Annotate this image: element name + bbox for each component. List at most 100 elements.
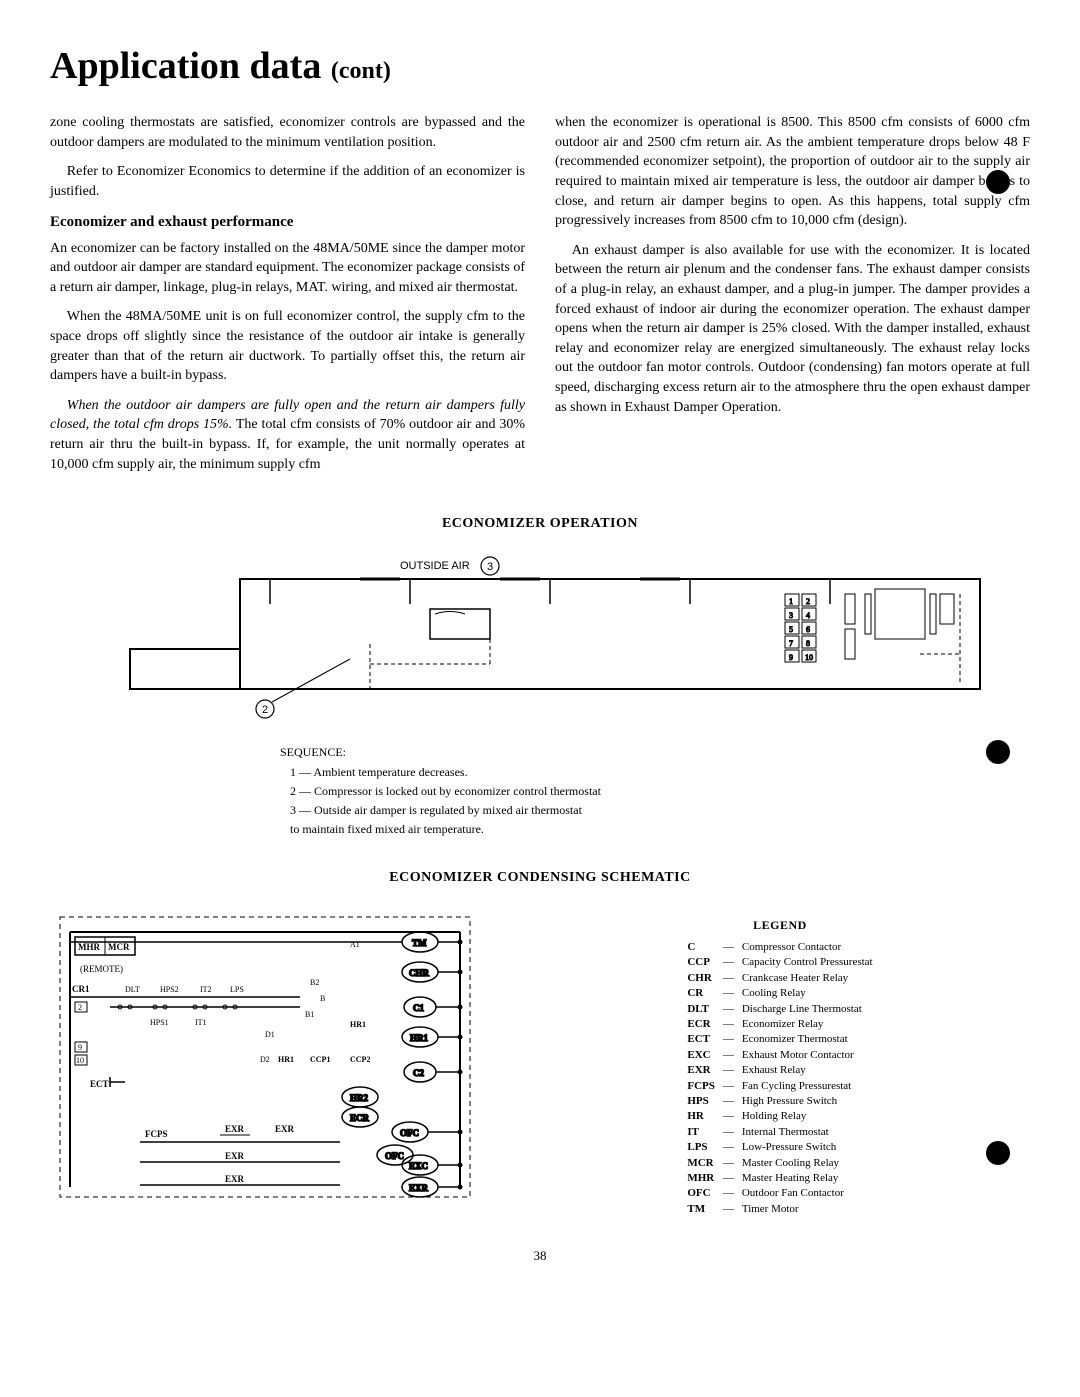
svg-text:B: B (320, 994, 325, 1003)
legend-abbr: EXR (687, 1063, 723, 1078)
svg-text:HPS2: HPS2 (160, 985, 179, 994)
left-column: zone cooling thermostats are satisfied, … (50, 113, 525, 484)
svg-text:HR1: HR1 (278, 1055, 294, 1064)
svg-text:ECT: ECT (90, 1079, 109, 1089)
legend-dash: — (723, 955, 742, 970)
svg-text:ECR: ECR (350, 1113, 370, 1123)
legend-row: HPS—High Pressure Switch (687, 1094, 872, 1109)
svg-text:EXR: EXR (409, 1183, 429, 1193)
svg-text:C1: C1 (413, 1003, 424, 1013)
legend-def: Internal Thermostat (742, 1125, 873, 1140)
schematic-row: MHR MCR (REMOTE) CR1 DLT HPS2 IT2 LPS (50, 907, 1030, 1217)
legend-dash: — (723, 1017, 742, 1032)
paragraph: An exhaust damper is also available for … (555, 241, 1030, 417)
svg-text:HR2: HR2 (350, 1093, 369, 1103)
legend-dash: — (723, 1186, 742, 1201)
svg-text:CHR: CHR (409, 968, 430, 978)
legend-abbr: MHR (687, 1171, 723, 1186)
economizer-operation-diagram: OUTSIDE AIR 3 (50, 554, 1030, 724)
svg-text:IT1: IT1 (195, 1018, 207, 1027)
legend-dash: — (723, 1156, 742, 1171)
svg-text:EXR: EXR (225, 1124, 245, 1134)
circle-2: 2 (262, 704, 268, 716)
legend-row: ECR—Economizer Relay (687, 1017, 872, 1032)
legend-def: Discharge Line Thermostat (742, 1002, 873, 1017)
legend-def: Capacity Control Pressurestat (742, 955, 873, 970)
paragraph: When the outdoor air dampers are fully o… (50, 396, 525, 474)
svg-text:CCP1: CCP1 (310, 1055, 330, 1064)
legend-def: Exhaust Motor Contactor (742, 1048, 873, 1063)
sequence-item: 3 — Outside air damper is regulated by m… (290, 802, 1030, 819)
svg-text:C2: C2 (413, 1068, 424, 1078)
outside-air-label: OUTSIDE AIR (400, 560, 470, 572)
svg-text:7: 7 (789, 639, 793, 648)
legend-abbr: LPS (687, 1140, 723, 1155)
svg-text:HPS1: HPS1 (150, 1018, 169, 1027)
legend-dash: — (723, 1002, 742, 1017)
legend-dash: — (723, 1079, 742, 1094)
legend-abbr: FCPS (687, 1079, 723, 1094)
legend-abbr: HR (687, 1109, 723, 1124)
svg-text:OFC: OFC (400, 1128, 419, 1138)
legend-row: EXC—Exhaust Motor Contactor (687, 1048, 872, 1063)
legend-def: Economizer Relay (742, 1017, 873, 1032)
svg-text:DLT: DLT (125, 985, 140, 994)
legend-abbr: C (687, 940, 723, 955)
sequence-item: 1 — Ambient temperature decreases. (290, 764, 1030, 781)
paragraph: When the 48MA/50ME unit is on full econo… (50, 307, 525, 385)
svg-text:FCPS: FCPS (145, 1129, 168, 1139)
svg-text:HR1: HR1 (410, 1033, 429, 1043)
svg-text:EXC: EXC (409, 1161, 428, 1171)
svg-text:OFC: OFC (385, 1151, 404, 1161)
title-cont: (cont) (331, 58, 391, 84)
legend-def: Outdoor Fan Contactor (742, 1186, 873, 1201)
legend-abbr: IT (687, 1125, 723, 1140)
sequence-block: SEQUENCE: 1 — Ambient temperature decrea… (280, 744, 1030, 838)
svg-text:MHR: MHR (78, 942, 100, 952)
svg-text:1: 1 (789, 597, 793, 606)
svg-text:3: 3 (789, 611, 793, 620)
svg-text:2: 2 (78, 1003, 82, 1012)
legend-row: OFC—Outdoor Fan Contactor (687, 1186, 872, 1201)
paragraph: when the economizer is operational is 85… (555, 113, 1030, 231)
paragraph: Refer to Economizer Economics to determi… (50, 162, 525, 201)
hole-punch-dot (986, 170, 1010, 194)
svg-text:CR1: CR1 (72, 984, 90, 994)
legend-abbr: CHR (687, 971, 723, 986)
svg-text:D1: D1 (265, 1030, 275, 1039)
legend-row: ECT—Economizer Thermostat (687, 1032, 872, 1047)
sequence-item: 2 — Compressor is locked out by economiz… (290, 783, 1030, 800)
legend-dash: — (723, 940, 742, 955)
svg-text:IT2: IT2 (200, 985, 212, 994)
legend-row: FCPS—Fan Cycling Pressurestat (687, 1079, 872, 1094)
legend-dash: — (723, 1048, 742, 1063)
legend-row: CHR—Crankcase Heater Relay (687, 971, 872, 986)
svg-text:6: 6 (806, 625, 810, 634)
legend-def: Economizer Thermostat (742, 1032, 873, 1047)
legend-row: LPS—Low-Pressure Switch (687, 1140, 872, 1155)
legend-block: LEGEND C—Compressor ContactorCCP—Capacit… (530, 907, 1030, 1217)
legend-title: LEGEND (530, 917, 1030, 934)
legend-row: EXR—Exhaust Relay (687, 1063, 872, 1078)
legend-def: High Pressure Switch (742, 1094, 873, 1109)
legend-abbr: ECT (687, 1032, 723, 1047)
svg-text:LPS: LPS (230, 985, 244, 994)
paragraph: zone cooling thermostats are satisfied, … (50, 113, 525, 152)
legend-abbr: HPS (687, 1094, 723, 1109)
svg-text:B2: B2 (310, 978, 319, 987)
legend-def: Fan Cycling Pressurestat (742, 1079, 873, 1094)
title-main: Application data (50, 45, 321, 87)
hole-punch-dot (986, 740, 1010, 764)
legend-def: Crankcase Heater Relay (742, 971, 873, 986)
svg-text:2: 2 (806, 597, 810, 606)
legend-row: MHR—Master Heating Relay (687, 1171, 872, 1186)
legend-def: Master Heating Relay (742, 1171, 873, 1186)
legend-row: HR—Holding Relay (687, 1109, 872, 1124)
svg-text:9: 9 (78, 1043, 82, 1052)
condensing-schematic-diagram: MHR MCR (REMOTE) CR1 DLT HPS2 IT2 LPS (50, 907, 490, 1214)
legend-abbr: CR (687, 986, 723, 1001)
right-column: when the economizer is operational is 85… (555, 113, 1030, 484)
page-number: 38 (50, 1247, 1030, 1265)
svg-text:EXR: EXR (275, 1124, 295, 1134)
legend-abbr: CCP (687, 955, 723, 970)
